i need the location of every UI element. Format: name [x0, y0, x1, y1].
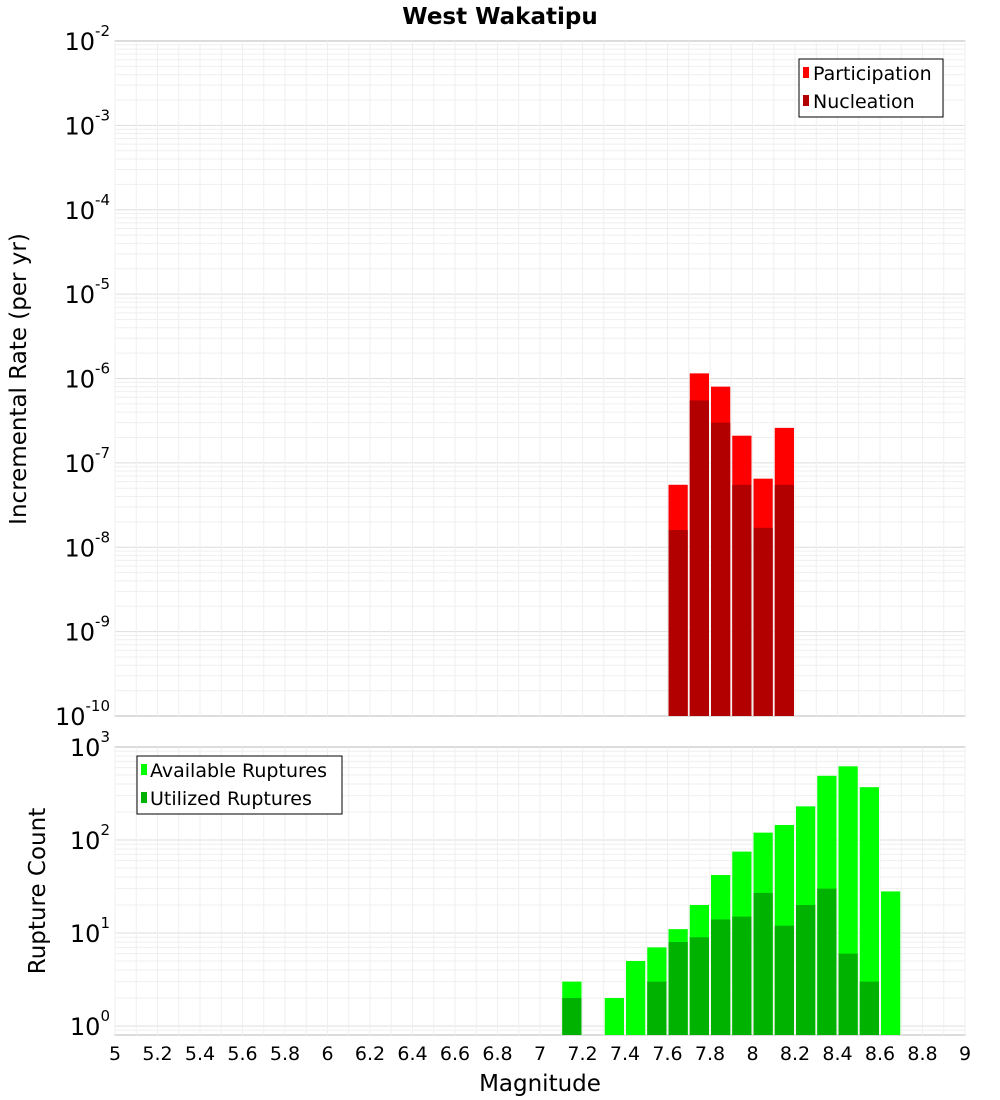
bottom-bar-available-ruptures — [859, 787, 879, 1035]
x-tick-label: 6 — [321, 1043, 333, 1065]
top-bar-nucleation — [689, 400, 709, 716]
x-tick-label: 8.8 — [907, 1043, 937, 1065]
top-y-tick-label: 10-6 — [64, 360, 110, 394]
bottom-y-tick-label: 103 — [70, 728, 110, 762]
top-y-tick-label: 10-3 — [64, 106, 110, 140]
top-bars — [668, 373, 794, 716]
bottom-bar-utilized-ruptures — [753, 892, 773, 1035]
x-tick-label: 7.6 — [652, 1043, 682, 1065]
legend-utilized-swatch — [141, 792, 147, 803]
bottom-y-tick-label: 100 — [70, 1007, 110, 1041]
x-tick-label: 7.2 — [567, 1043, 597, 1065]
bottom-bar-available-ruptures — [604, 997, 624, 1035]
bottom-bar-available-ruptures — [881, 891, 901, 1035]
x-tick-label: 8.2 — [780, 1043, 810, 1065]
bottom-bar-available-ruptures — [626, 960, 646, 1035]
top-bar-nucleation — [711, 422, 731, 716]
x-tick-label: 5 — [109, 1043, 121, 1065]
x-tick-label: 8.6 — [865, 1043, 895, 1065]
x-tick-label: 8.4 — [822, 1043, 852, 1065]
bottom-y-tick-label: 101 — [70, 914, 110, 948]
top-bar-nucleation — [774, 484, 794, 716]
bottom-bar-utilized-ruptures — [838, 953, 858, 1035]
top-panel: 10-10 10-9 10-8 10-7 10-6 10-5 10-4 10-3 10-2 In… — [6, 22, 966, 731]
bottom-bar-utilized-ruptures — [668, 942, 688, 1035]
top-y-tick-label: 10-4 — [64, 191, 110, 225]
bottom-legend-box — [136, 755, 343, 815]
legend-participation-swatch — [803, 67, 809, 78]
top-legend: Participation Nucleation — [798, 58, 944, 118]
x-tick-label: 6.6 — [440, 1043, 470, 1065]
bottom-bar-utilized-ruptures — [647, 981, 667, 1035]
bottom-bar-utilized-ruptures — [689, 937, 709, 1035]
top-y-tick-label: 10-5 — [64, 275, 110, 309]
top-legend-box — [798, 58, 944, 118]
bottom-bar-utilized-ruptures — [817, 888, 837, 1035]
bottom-bar-utilized-ruptures — [859, 981, 879, 1035]
legend-utilized-label: Utilized Ruptures — [150, 788, 312, 810]
bottom-bar-utilized-ruptures — [774, 925, 794, 1035]
x-tick-label: 5.2 — [142, 1043, 172, 1065]
x-tick-label: 5.4 — [185, 1043, 215, 1065]
x-tick-label: 8 — [746, 1043, 758, 1065]
x-axis-label: Magnitude — [479, 1071, 601, 1097]
x-tick-label: 7.4 — [610, 1043, 640, 1065]
top-y-tick-label: 10-9 — [64, 613, 110, 647]
x-tick-label: 9 — [959, 1043, 971, 1065]
x-tick-label: 6.2 — [355, 1043, 385, 1065]
x-tick-label: 5.6 — [227, 1043, 257, 1065]
legend-nucleation-label: Nucleation — [813, 91, 915, 113]
top-y-ticks: 10-10 10-9 10-8 10-7 10-6 10-5 10-4 10-3 10-2 — [55, 22, 110, 731]
bottom-y-ticks: 100 101 102 103 — [70, 728, 110, 1041]
bottom-legend: Available Ruptures Utilized Ruptures — [136, 755, 343, 815]
chart-title: West Wakatipu — [402, 4, 597, 30]
bottom-panel: 100 101 102 103 5 5.2 5.4 5.6 5.8 6 6.2 6.4 6.6 6.8 7… — [25, 728, 971, 1097]
legend-available-swatch — [141, 764, 147, 775]
bottom-y-tick-label: 102 — [70, 821, 110, 855]
top-y-tick-label: 10-10 — [55, 697, 110, 731]
x-tick-label: 7 — [534, 1043, 546, 1065]
bottom-bar-utilized-ruptures — [796, 904, 816, 1035]
top-y-tick-label: 10-8 — [64, 528, 110, 562]
top-bar-nucleation — [668, 530, 688, 716]
top-y-tick-label: 10-7 — [64, 444, 110, 478]
legend-available-label: Available Ruptures — [150, 760, 327, 782]
x-tick-labels: 5 5.2 5.4 5.6 5.8 6 6.2 6.4 6.6 6.8 7 7.2 7.4 7.6 7.8 8… — [109, 1043, 971, 1065]
legend-participation-label: Participation — [813, 63, 932, 85]
x-tick-label: 5.8 — [270, 1043, 300, 1065]
top-bar-nucleation — [753, 527, 773, 716]
bottom-bar-utilized-ruptures — [562, 997, 582, 1035]
bottom-y-axis-label: Rupture Count — [25, 808, 51, 974]
top-y-tick-label: 10-2 — [64, 22, 110, 56]
bottom-bar-utilized-ruptures — [711, 919, 731, 1035]
x-tick-label: 6.4 — [397, 1043, 427, 1065]
top-y-axis-label: Incremental Rate (per yr) — [6, 233, 32, 525]
top-bar-nucleation — [732, 484, 752, 716]
x-tick-label: 6.8 — [482, 1043, 512, 1065]
bottom-bar-utilized-ruptures — [732, 916, 752, 1035]
x-tick-label: 7.8 — [695, 1043, 725, 1065]
top-grid — [114, 41, 966, 716]
bottom-bars — [562, 766, 901, 1035]
legend-nucleation-swatch — [803, 95, 809, 106]
